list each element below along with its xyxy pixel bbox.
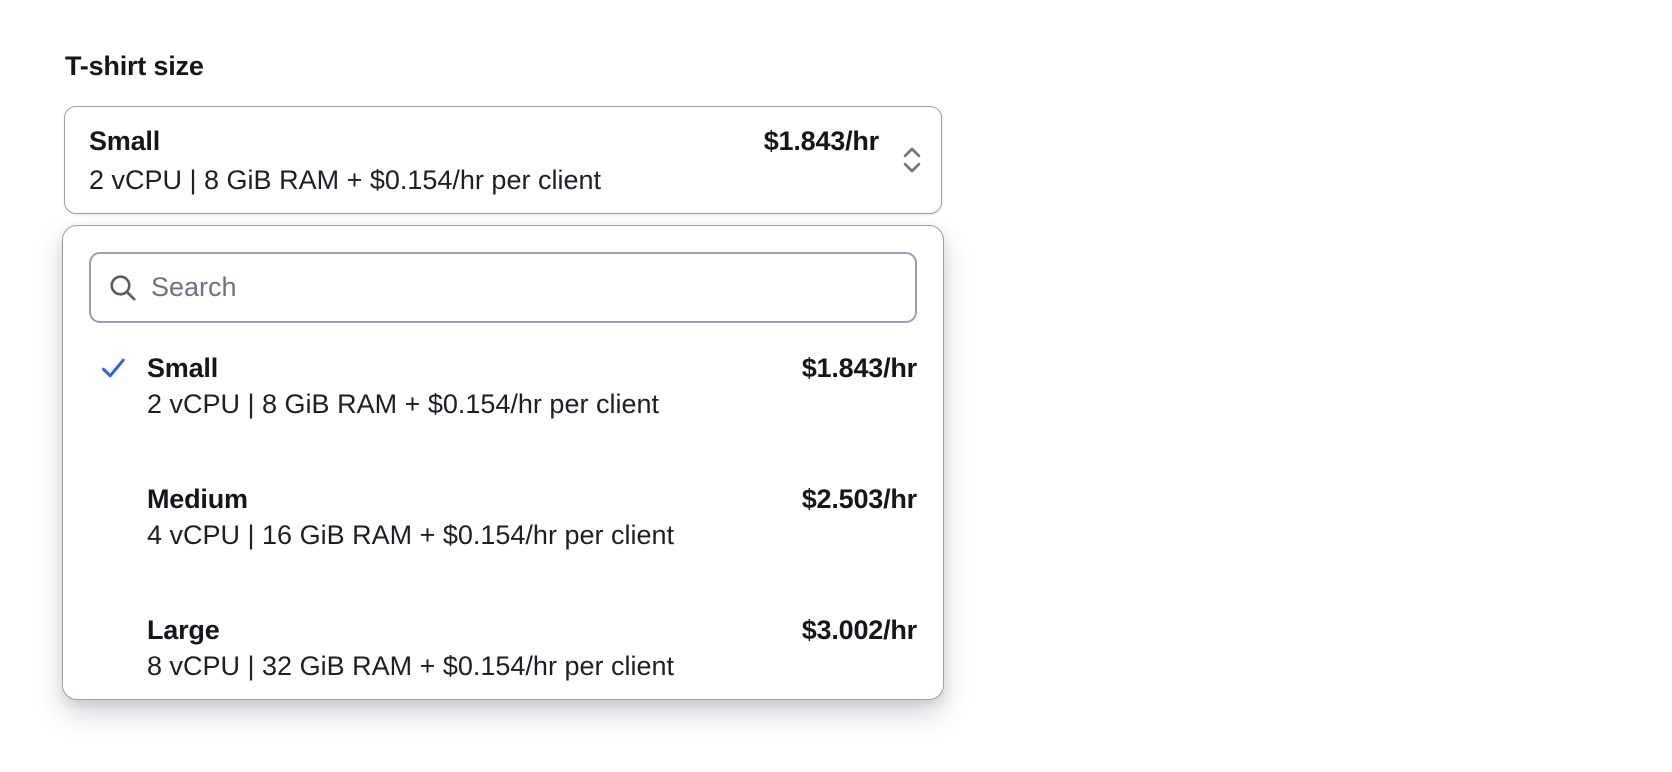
check-placeholder <box>89 613 147 647</box>
search-box[interactable] <box>89 252 917 323</box>
size-dropdown-panel: Small $1.843/hr 2 vCPU | 8 GiB RAM + $0.… <box>62 225 944 700</box>
size-select-trigger[interactable]: Small 2 vCPU | 8 GiB RAM + $0.154/hr per… <box>64 106 942 214</box>
option-specs: 4 vCPU | 16 GiB RAM + $0.154/hr per clie… <box>147 520 675 550</box>
option-large[interactable]: Large $3.002/hr 8 vCPU | 32 GiB RAM + $0… <box>89 613 917 683</box>
option-price: $3.002/hr <box>801 615 917 645</box>
search-input[interactable] <box>151 272 897 303</box>
option-small[interactable]: Small $1.843/hr 2 vCPU | 8 GiB RAM + $0.… <box>89 351 917 421</box>
selected-size-name: Small <box>89 125 161 156</box>
check-placeholder <box>89 482 147 516</box>
option-specs: 8 vCPU | 32 GiB RAM + $0.154/hr per clie… <box>147 651 675 681</box>
check-icon <box>89 351 147 385</box>
selected-size-price: $1.843/hr <box>763 126 879 156</box>
option-name: Medium <box>147 484 248 514</box>
option-name: Large <box>147 615 220 645</box>
field-label: T-shirt size <box>65 51 204 81</box>
option-medium[interactable]: Medium $2.503/hr 4 vCPU | 16 GiB RAM + $… <box>89 482 917 552</box>
search-icon <box>110 274 136 301</box>
option-specs: 2 vCPU | 8 GiB RAM + $0.154/hr per clien… <box>147 389 659 419</box>
trigger-text: Small 2 vCPU | 8 GiB RAM + $0.154/hr per… <box>89 124 764 197</box>
option-price: $2.503/hr <box>801 484 917 514</box>
selected-size-specs: 2 vCPU | 8 GiB RAM + $0.154/hr per clien… <box>89 164 601 195</box>
option-price: $1.843/hr <box>801 353 917 383</box>
chevron-updown-icon <box>903 146 921 174</box>
option-name: Small <box>147 353 219 383</box>
